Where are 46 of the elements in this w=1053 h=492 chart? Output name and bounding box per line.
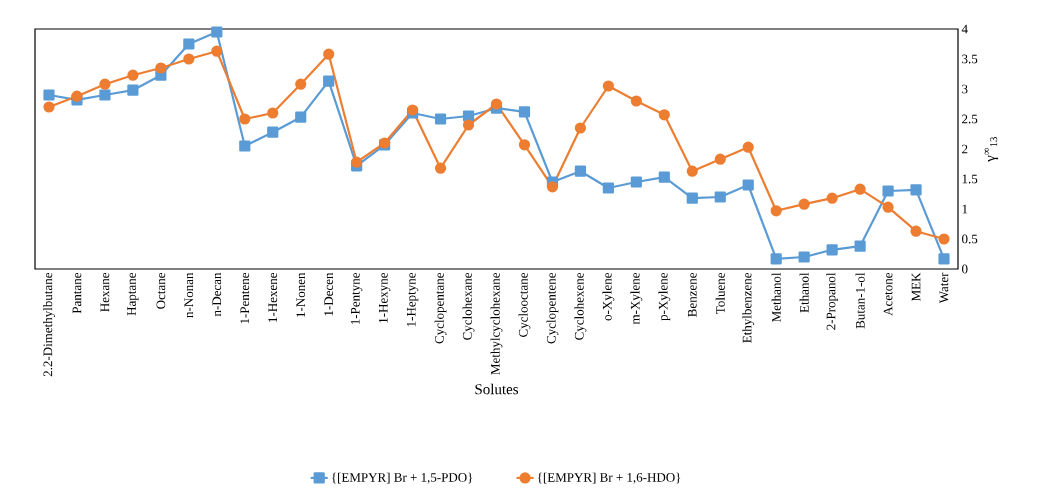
x-tick-label: 1-Hexene	[268, 272, 278, 322]
y-tick-label: 3.5	[962, 54, 978, 64]
x-tick-label: Cyclopentene	[546, 272, 559, 344]
legend-label: {[EMPYR] Br + 1,5-PDO}	[332, 472, 473, 484]
y-axis-title: γ$^{∞}$13	[984, 137, 999, 162]
x-tick-label: Hexane	[100, 272, 110, 312]
x-tick-label: n-Nonan	[184, 272, 194, 318]
x-tick-label: Benzene	[687, 272, 697, 317]
y-tick-label: 0.5	[962, 234, 978, 244]
x-tick-label: 1-Heptyne	[406, 272, 419, 327]
x-tick-label: Cyclohexene	[574, 272, 587, 340]
x-tick-label: 1-Decen	[324, 272, 334, 316]
x-tick-label: m-Xylene	[630, 272, 643, 325]
x-tick-label: Cyclopentane	[434, 272, 447, 344]
x-tick-label: o-Xylene	[602, 272, 615, 321]
x-tick-label: Pantane	[72, 272, 82, 314]
x-tick-label: 1-Pentene	[240, 272, 250, 324]
legend-label: {[EMPYR] Br + 1,6-HDO}	[537, 472, 681, 484]
x-tick-label: 2-Propanol	[826, 272, 839, 330]
x-tick-label: 2.2-Dimethylbutane	[43, 272, 55, 377]
x-tick-label: Acetone	[883, 272, 893, 316]
x-tick-label: Methylcyclohexane	[490, 272, 503, 375]
x-tick-label: 1-Hexyne	[378, 272, 391, 323]
x-tick-label: 1-Nonen	[296, 272, 306, 317]
x-tick-label: Cyclooctane	[518, 272, 531, 337]
x-tick-label: Butan-1-ol	[855, 272, 865, 329]
y-tick-label: 1.5	[962, 174, 978, 184]
y-tick-label: 0	[962, 264, 968, 274]
x-tick-label: Methanol	[771, 272, 781, 322]
x-tick-label: Ethylbenzene	[742, 272, 755, 343]
x-tick-label: Cyclohexane	[462, 272, 475, 340]
x-tick-label: p-Xylene	[658, 272, 671, 321]
x-tick-label: MEK	[911, 272, 921, 302]
x-tick-label: Haptane	[127, 272, 139, 316]
x-tick-label: Ethanol	[799, 272, 809, 313]
x-tick-label: Water	[939, 272, 949, 304]
y-tick-label: 4	[961, 24, 968, 34]
x-tick-label: n-Decan	[212, 272, 222, 317]
x-axis-title: Solutes	[475, 383, 519, 395]
y-tick-label: 2	[962, 144, 968, 154]
y-tick-label: 1	[962, 204, 968, 214]
y-tick-label: 3	[962, 84, 968, 94]
x-tick-label: 1-Pentyne	[350, 272, 363, 325]
x-tick-label: Toluene	[715, 272, 725, 314]
y-tick-label: 2.5	[962, 114, 978, 124]
x-tick-label: Octane	[156, 272, 166, 309]
